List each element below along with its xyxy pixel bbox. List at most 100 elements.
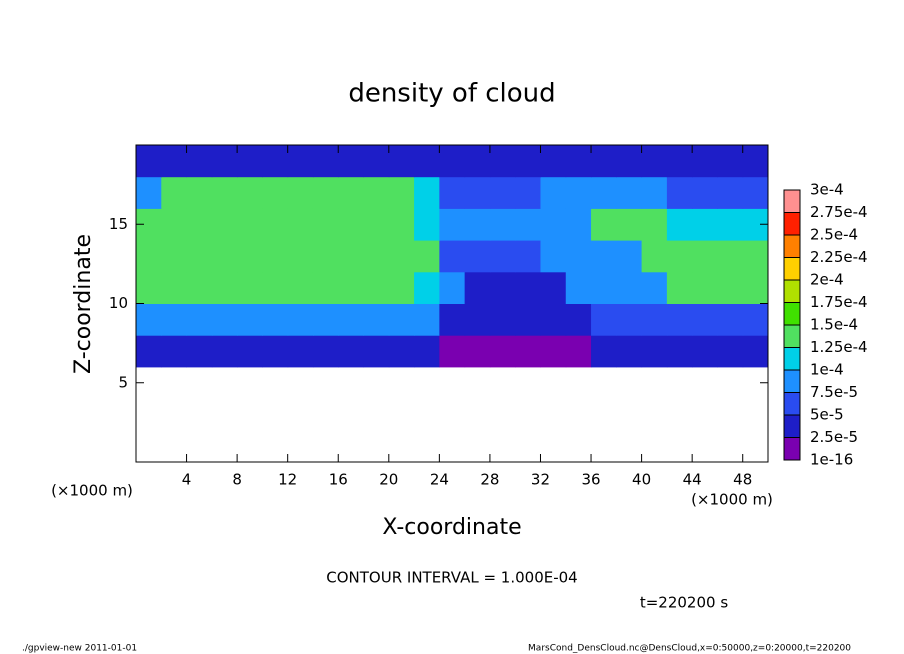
cell <box>742 271 769 304</box>
cell <box>489 335 516 368</box>
cell <box>312 208 339 241</box>
cell <box>287 145 314 178</box>
cell <box>161 303 188 336</box>
cell <box>186 145 213 178</box>
cell <box>540 335 567 368</box>
cell <box>237 240 263 273</box>
cell <box>287 335 314 368</box>
cell <box>515 335 541 368</box>
cell <box>211 145 238 178</box>
cell <box>211 335 238 368</box>
cell <box>161 208 188 241</box>
cell <box>464 303 491 336</box>
y-tick-label: 10 <box>109 294 128 312</box>
cell <box>591 303 617 336</box>
x-tick-label: 16 <box>329 471 348 489</box>
cell <box>186 240 213 273</box>
cell <box>515 176 541 209</box>
cell <box>287 176 314 209</box>
cell <box>363 176 390 209</box>
cell <box>464 176 491 209</box>
cell <box>237 145 263 178</box>
cell <box>414 335 440 368</box>
cell <box>262 335 289 368</box>
cell <box>414 240 440 273</box>
cell <box>489 240 516 273</box>
colorbar-label: 2.25e-4 <box>810 248 868 266</box>
cell <box>237 271 263 304</box>
colorbar-segment <box>784 370 800 393</box>
cell <box>717 208 744 241</box>
cell <box>591 208 617 241</box>
cell <box>414 303 440 336</box>
footer-left: ./gpview-new 2011-01-01 <box>22 644 137 654</box>
cell <box>211 271 238 304</box>
cell <box>515 145 541 178</box>
cell <box>515 271 541 304</box>
cell <box>565 271 592 304</box>
cell <box>388 271 415 304</box>
colorbar-label: 1.25e-4 <box>810 338 868 356</box>
cell <box>338 271 365 304</box>
y-tick-label: 15 <box>109 215 128 233</box>
x-tick-label: 40 <box>632 471 651 489</box>
footer-right: MarsCond_DensCloud.nc@DensCloud,x=0:5000… <box>528 644 851 654</box>
cell <box>186 208 213 241</box>
cell <box>464 335 491 368</box>
cell <box>262 240 289 273</box>
cell <box>717 335 744 368</box>
cell <box>540 176 567 209</box>
cell <box>515 208 541 241</box>
cell <box>388 176 415 209</box>
cell <box>692 271 718 304</box>
cell <box>161 176 188 209</box>
cell <box>312 303 339 336</box>
cell <box>540 303 567 336</box>
cell <box>287 303 314 336</box>
x-axis-label: X-coordinate <box>382 515 521 540</box>
cell <box>136 303 162 336</box>
cell <box>616 176 643 209</box>
cell <box>186 303 213 336</box>
cell <box>641 335 668 368</box>
cell <box>692 176 718 209</box>
y-tick-label: 5 <box>118 373 128 391</box>
cell <box>136 176 162 209</box>
cell <box>717 145 744 178</box>
colorbar-segment <box>784 280 800 303</box>
cell <box>717 176 744 209</box>
cell <box>262 208 289 241</box>
cell <box>616 145 643 178</box>
cell <box>414 208 440 241</box>
y-unit-label: (×1000 m) <box>51 482 133 500</box>
colorbar-segment <box>784 437 800 460</box>
cell <box>692 240 718 273</box>
cell <box>388 335 415 368</box>
cell <box>186 176 213 209</box>
cell <box>161 240 188 273</box>
cell <box>591 176 617 209</box>
cell <box>338 335 365 368</box>
cell <box>338 176 365 209</box>
cell <box>439 271 466 304</box>
colorbar-label: 2e-4 <box>810 271 844 289</box>
cell <box>489 208 516 241</box>
colorbar-segment <box>784 347 800 370</box>
cell <box>717 271 744 304</box>
cell <box>363 208 390 241</box>
colorbar-label: 2.5e-5 <box>810 428 858 446</box>
cell <box>287 271 314 304</box>
cell <box>692 335 718 368</box>
x-tick-label: 36 <box>581 471 600 489</box>
cell <box>287 240 314 273</box>
cell <box>186 271 213 304</box>
colorbar-segment <box>784 257 800 280</box>
cell <box>388 240 415 273</box>
colorbar-segment <box>784 415 800 438</box>
cell <box>565 303 592 336</box>
cell <box>388 303 415 336</box>
x-tick-label: 44 <box>683 471 702 489</box>
cell <box>312 176 339 209</box>
cell <box>363 145 390 178</box>
